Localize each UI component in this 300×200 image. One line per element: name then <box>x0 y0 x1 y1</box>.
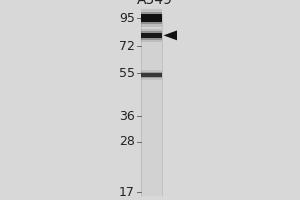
Bar <box>141 72 162 78</box>
Text: 55: 55 <box>119 67 135 80</box>
Bar <box>141 14 162 22</box>
Bar <box>141 12 162 24</box>
Bar <box>141 33 162 38</box>
Bar <box>141 73 162 77</box>
Bar <box>141 9 162 27</box>
Text: A549: A549 <box>136 0 172 7</box>
Bar <box>141 29 162 42</box>
Bar <box>141 31 162 40</box>
Text: 36: 36 <box>119 110 135 123</box>
Text: 17: 17 <box>119 186 135 198</box>
Text: 95: 95 <box>119 11 135 24</box>
Text: 72: 72 <box>119 40 135 53</box>
Bar <box>141 70 162 80</box>
Bar <box>141 14 162 196</box>
Polygon shape <box>164 30 177 40</box>
Text: 28: 28 <box>119 135 135 148</box>
